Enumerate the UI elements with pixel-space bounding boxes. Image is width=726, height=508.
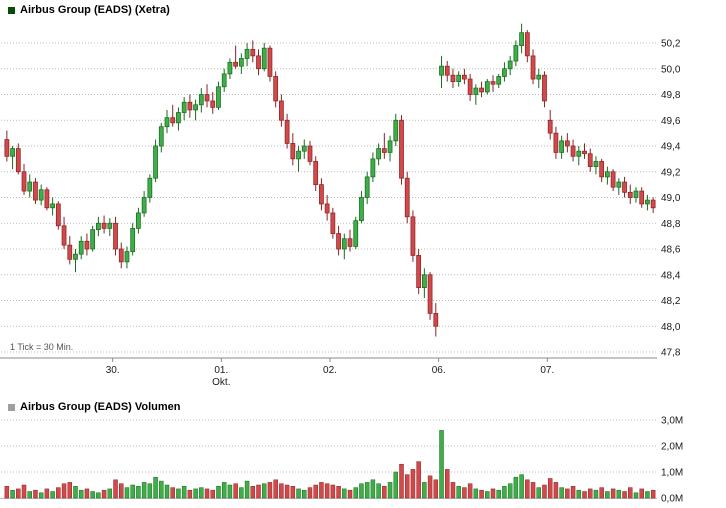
price-series-swatch bbox=[8, 7, 15, 14]
svg-text:01.: 01. bbox=[214, 365, 228, 376]
svg-text:50,2: 50,2 bbox=[661, 39, 681, 50]
svg-text:49,2: 49,2 bbox=[661, 167, 681, 178]
svg-text:48,2: 48,2 bbox=[661, 296, 681, 307]
tick-interval-note: 1 Tick = 30 Min. bbox=[10, 342, 74, 352]
svg-text:06.: 06. bbox=[432, 365, 446, 376]
price-legend-label: Airbus Group (EADS) (Xetra) bbox=[20, 4, 170, 16]
svg-text:1,0M: 1,0M bbox=[661, 468, 683, 479]
svg-text:49,6: 49,6 bbox=[661, 116, 681, 127]
svg-text:02.: 02. bbox=[323, 365, 337, 376]
svg-text:48,6: 48,6 bbox=[661, 245, 681, 256]
svg-text:48,8: 48,8 bbox=[661, 219, 681, 230]
svg-text:49,4: 49,4 bbox=[661, 142, 681, 153]
svg-text:48,0: 48,0 bbox=[661, 322, 681, 333]
svg-text:07.: 07. bbox=[540, 365, 554, 376]
svg-text:Okt.: Okt. bbox=[212, 377, 230, 388]
price-legend: Airbus Group (EADS) (Xetra) bbox=[8, 5, 170, 16]
price-candlestick-chart[interactable]: 50,2 50,0 49,8 49,6 49,4 49,2 49,0 48,8 48,6 48,4… bbox=[0, 0, 726, 400]
svg-text:48,4: 48,4 bbox=[661, 270, 681, 281]
volume-bar-chart[interactable]: 3,0M 2,0M 1,0M 0,0M bbox=[0, 400, 726, 508]
svg-text:49,8: 49,8 bbox=[661, 90, 681, 101]
volume-legend-label: Airbus Group (EADS) Volumen bbox=[20, 401, 181, 413]
volume-series-swatch bbox=[8, 404, 15, 411]
svg-text:50,0: 50,0 bbox=[661, 64, 681, 75]
svg-text:0,0M: 0,0M bbox=[661, 494, 683, 505]
svg-text:47,8: 47,8 bbox=[661, 348, 681, 359]
volume-legend: Airbus Group (EADS) Volumen bbox=[8, 402, 181, 413]
svg-text:3,0M: 3,0M bbox=[661, 416, 683, 427]
svg-text:2,0M: 2,0M bbox=[661, 442, 683, 453]
svg-text:49,0: 49,0 bbox=[661, 193, 681, 204]
svg-text:30.: 30. bbox=[106, 365, 120, 376]
